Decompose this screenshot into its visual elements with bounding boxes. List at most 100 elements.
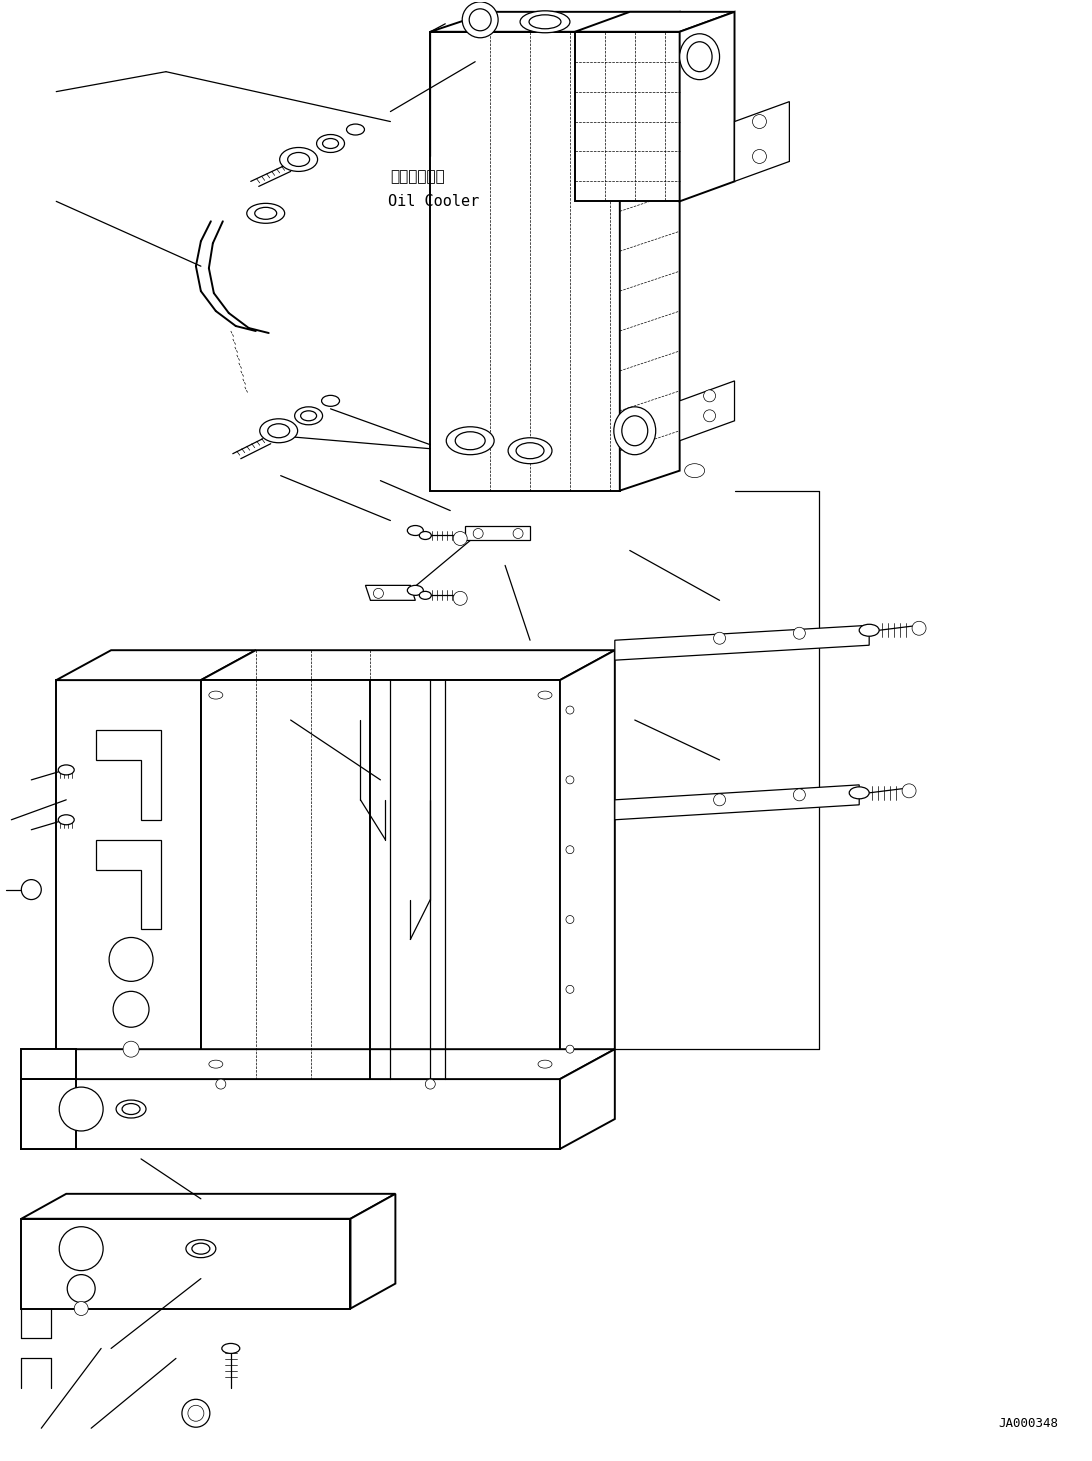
Circle shape	[453, 592, 467, 605]
Ellipse shape	[850, 787, 869, 799]
Circle shape	[902, 785, 916, 798]
Circle shape	[74, 1302, 88, 1315]
Polygon shape	[22, 1080, 560, 1148]
Ellipse shape	[538, 1061, 551, 1068]
Ellipse shape	[685, 463, 704, 478]
Ellipse shape	[295, 406, 322, 425]
Ellipse shape	[209, 1061, 223, 1068]
Ellipse shape	[268, 424, 289, 438]
Ellipse shape	[247, 203, 285, 224]
Ellipse shape	[116, 1100, 146, 1118]
Polygon shape	[430, 12, 679, 32]
Polygon shape	[57, 681, 201, 1080]
Ellipse shape	[859, 624, 879, 636]
Polygon shape	[465, 526, 530, 541]
Ellipse shape	[419, 532, 431, 539]
Polygon shape	[679, 381, 735, 441]
Ellipse shape	[58, 766, 74, 774]
Polygon shape	[201, 681, 560, 1080]
Circle shape	[794, 789, 805, 801]
Circle shape	[470, 9, 491, 31]
Circle shape	[473, 529, 483, 539]
Circle shape	[752, 149, 767, 164]
Circle shape	[462, 1, 498, 38]
Text: オイルクーラ: オイルクーラ	[391, 169, 446, 184]
Ellipse shape	[566, 985, 574, 993]
Polygon shape	[96, 840, 161, 929]
Polygon shape	[615, 785, 859, 820]
Ellipse shape	[566, 776, 574, 785]
Polygon shape	[22, 1049, 615, 1080]
Ellipse shape	[407, 526, 424, 536]
Ellipse shape	[260, 419, 298, 443]
Circle shape	[109, 938, 153, 982]
Polygon shape	[574, 32, 679, 202]
Polygon shape	[22, 1080, 76, 1148]
Polygon shape	[430, 32, 620, 491]
Ellipse shape	[287, 152, 310, 167]
Ellipse shape	[280, 148, 318, 171]
Ellipse shape	[455, 432, 485, 450]
Ellipse shape	[122, 1103, 140, 1115]
Circle shape	[453, 532, 467, 545]
Ellipse shape	[529, 15, 561, 29]
Ellipse shape	[566, 1045, 574, 1053]
Ellipse shape	[447, 427, 495, 454]
Circle shape	[703, 390, 715, 402]
Ellipse shape	[566, 706, 574, 714]
Polygon shape	[615, 625, 869, 660]
Ellipse shape	[621, 416, 648, 446]
Circle shape	[373, 589, 383, 599]
Polygon shape	[22, 1218, 351, 1309]
Ellipse shape	[566, 846, 574, 853]
Ellipse shape	[209, 691, 223, 698]
Polygon shape	[366, 586, 415, 600]
Ellipse shape	[300, 411, 317, 421]
Circle shape	[794, 627, 805, 640]
Polygon shape	[560, 1049, 615, 1148]
Circle shape	[182, 1400, 210, 1427]
Ellipse shape	[407, 586, 424, 595]
Circle shape	[912, 621, 926, 636]
Ellipse shape	[222, 1344, 240, 1353]
Ellipse shape	[254, 207, 276, 219]
Circle shape	[22, 880, 41, 900]
Circle shape	[59, 1087, 103, 1131]
Ellipse shape	[538, 691, 551, 698]
Text: Oil Cooler: Oil Cooler	[389, 194, 479, 209]
Circle shape	[188, 1405, 204, 1422]
Circle shape	[123, 1042, 139, 1058]
Circle shape	[68, 1274, 95, 1303]
Polygon shape	[560, 650, 615, 1080]
Polygon shape	[620, 12, 679, 491]
Text: JA000348: JA000348	[998, 1417, 1058, 1430]
Ellipse shape	[419, 592, 431, 599]
Ellipse shape	[322, 139, 339, 149]
Ellipse shape	[186, 1240, 216, 1258]
Ellipse shape	[566, 916, 574, 923]
Polygon shape	[57, 650, 256, 681]
Ellipse shape	[321, 396, 340, 406]
Ellipse shape	[508, 438, 551, 463]
Polygon shape	[679, 12, 735, 202]
Polygon shape	[96, 730, 161, 820]
Ellipse shape	[58, 815, 74, 825]
Circle shape	[425, 1080, 436, 1088]
Polygon shape	[201, 650, 615, 681]
Polygon shape	[735, 102, 790, 181]
Ellipse shape	[517, 443, 544, 459]
Circle shape	[703, 411, 715, 422]
Ellipse shape	[679, 34, 720, 80]
Circle shape	[513, 529, 523, 539]
Circle shape	[59, 1227, 103, 1271]
Circle shape	[752, 114, 767, 129]
Circle shape	[713, 793, 725, 806]
Circle shape	[216, 1080, 226, 1088]
Circle shape	[713, 633, 725, 644]
Ellipse shape	[614, 406, 655, 454]
Ellipse shape	[317, 134, 344, 152]
Polygon shape	[351, 1194, 395, 1309]
Circle shape	[114, 992, 149, 1027]
Polygon shape	[574, 12, 735, 32]
Ellipse shape	[687, 42, 712, 72]
